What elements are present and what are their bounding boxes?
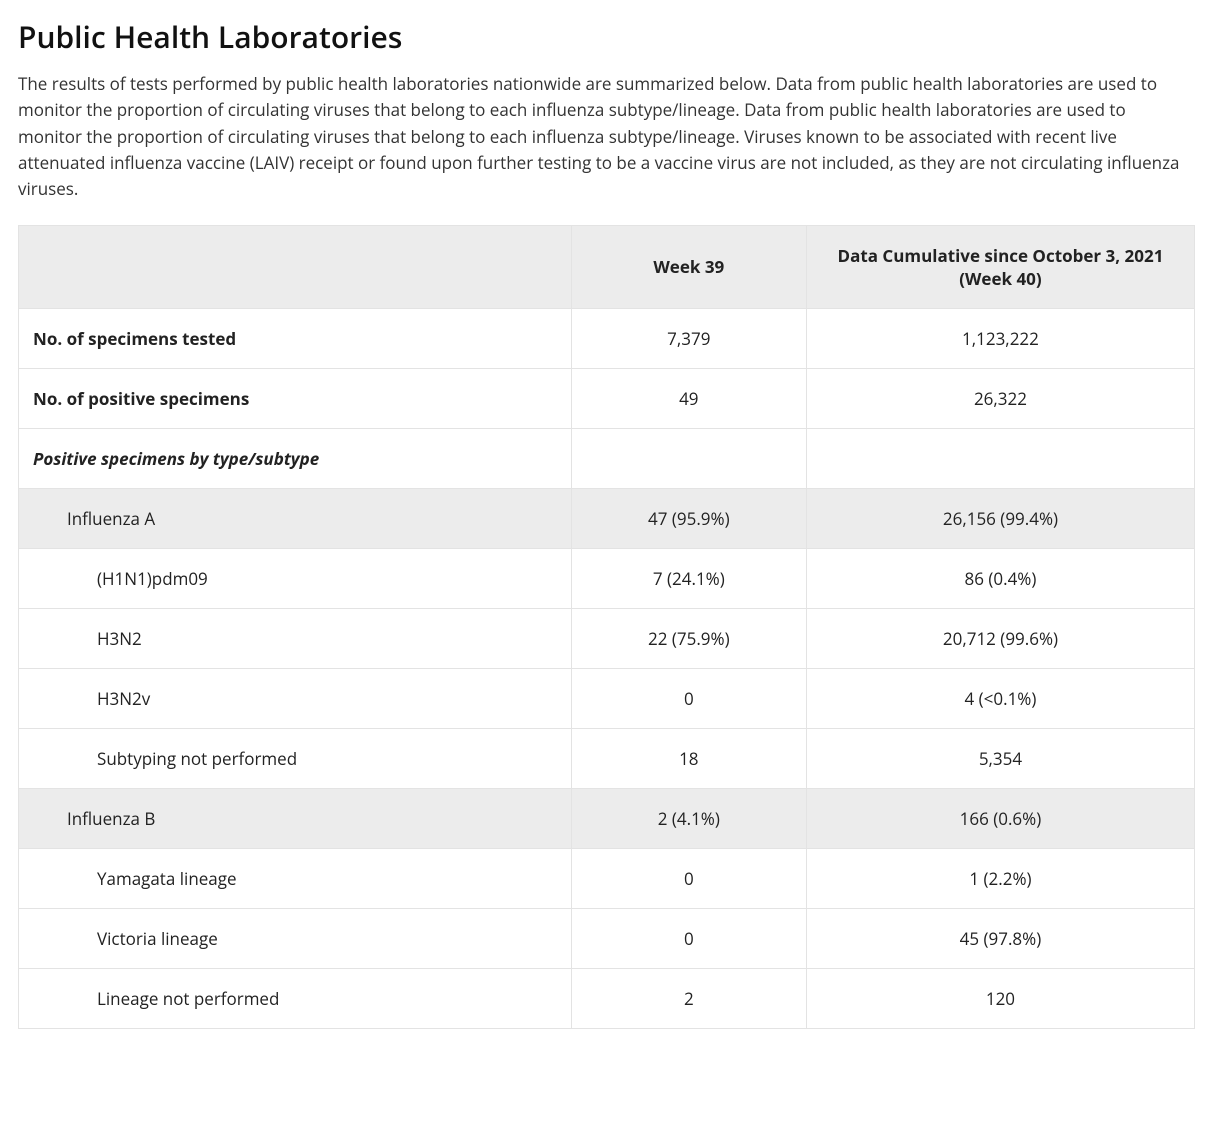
- row-week-value: 0: [571, 908, 806, 968]
- row-week-value: [571, 428, 806, 488]
- lab-results-table: Week 39 Data Cumulative since October 3,…: [18, 225, 1195, 1029]
- intro-paragraph: The results of tests performed by public…: [18, 71, 1188, 203]
- row-week-value: 7 (24.1%): [571, 548, 806, 608]
- row-label: H3N2: [19, 608, 572, 668]
- row-label: Victoria lineage: [19, 908, 572, 968]
- table-row: Lineage not performed2120: [19, 968, 1195, 1028]
- row-week-value: 2 (4.1%): [571, 788, 806, 848]
- row-label: No. of specimens tested: [19, 308, 572, 368]
- table-row: Victoria lineage045 (97.8%): [19, 908, 1195, 968]
- row-week-value: 47 (95.9%): [571, 488, 806, 548]
- row-cumulative-value: 86 (0.4%): [806, 548, 1194, 608]
- row-label: Yamagata lineage: [19, 848, 572, 908]
- table-row: H3N222 (75.9%)20,712 (99.6%): [19, 608, 1195, 668]
- row-cumulative-value: 26,156 (99.4%): [806, 488, 1194, 548]
- row-week-value: 2: [571, 968, 806, 1028]
- row-week-value: 0: [571, 848, 806, 908]
- page-title: Public Health Laboratories: [18, 16, 1195, 57]
- table-section-header: Positive specimens by type/subtype: [19, 428, 1195, 488]
- table-row: No. of specimens tested7,3791,123,222: [19, 308, 1195, 368]
- row-cumulative-value: 1 (2.2%): [806, 848, 1194, 908]
- row-label: No. of positive specimens: [19, 368, 572, 428]
- row-cumulative-value: 166 (0.6%): [806, 788, 1194, 848]
- table-row: No. of positive specimens4926,322: [19, 368, 1195, 428]
- row-label: Subtyping not performed: [19, 728, 572, 788]
- table-row: Influenza A47 (95.9%)26,156 (99.4%): [19, 488, 1195, 548]
- row-cumulative-value: [806, 428, 1194, 488]
- table-header-row: Week 39 Data Cumulative since October 3,…: [19, 225, 1195, 308]
- row-week-value: 22 (75.9%): [571, 608, 806, 668]
- row-week-value: 49: [571, 368, 806, 428]
- table-body: No. of specimens tested7,3791,123,222No.…: [19, 308, 1195, 1028]
- row-week-value: 0: [571, 668, 806, 728]
- row-week-value: 7,379: [571, 308, 806, 368]
- row-label: Lineage not performed: [19, 968, 572, 1028]
- row-label: (H1N1)pdm09: [19, 548, 572, 608]
- row-label: H3N2v: [19, 668, 572, 728]
- table-row: H3N2v04 (<0.1%): [19, 668, 1195, 728]
- row-week-value: 18: [571, 728, 806, 788]
- row-cumulative-value: 20,712 (99.6%): [806, 608, 1194, 668]
- table-row: Influenza B2 (4.1%)166 (0.6%): [19, 788, 1195, 848]
- table-row: (H1N1)pdm097 (24.1%)86 (0.4%): [19, 548, 1195, 608]
- row-cumulative-value: 26,322: [806, 368, 1194, 428]
- col-header-week: Week 39: [571, 225, 806, 308]
- row-cumulative-value: 1,123,222: [806, 308, 1194, 368]
- row-label: Positive specimens by type/subtype: [19, 428, 572, 488]
- row-label: Influenza A: [19, 488, 572, 548]
- col-header-blank: [19, 225, 572, 308]
- table-row: Yamagata lineage01 (2.2%): [19, 848, 1195, 908]
- row-cumulative-value: 120: [806, 968, 1194, 1028]
- row-cumulative-value: 4 (<0.1%): [806, 668, 1194, 728]
- table-row: Subtyping not performed185,354: [19, 728, 1195, 788]
- col-header-cumulative: Data Cumulative since October 3, 2021 (W…: [806, 225, 1194, 308]
- row-cumulative-value: 45 (97.8%): [806, 908, 1194, 968]
- row-cumulative-value: 5,354: [806, 728, 1194, 788]
- row-label: Influenza B: [19, 788, 572, 848]
